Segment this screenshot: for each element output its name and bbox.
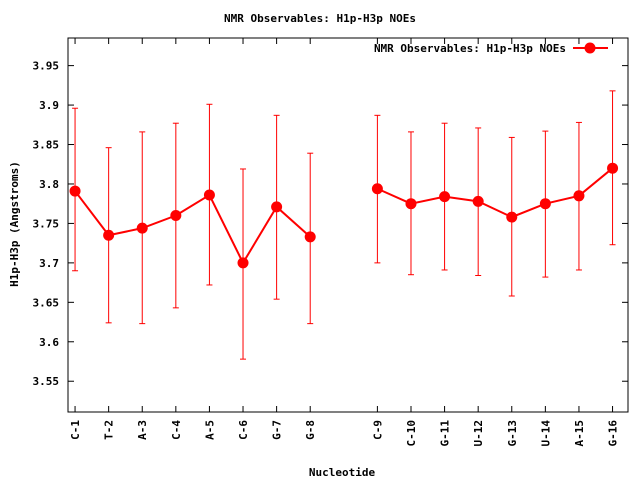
x-tick-label: A-5: [203, 420, 216, 440]
data-point: [472, 195, 484, 207]
x-tick-label: C-4: [170, 420, 183, 440]
x-tick-label: G-13: [506, 420, 519, 447]
x-tick-label: C-9: [371, 420, 384, 440]
data-point: [304, 231, 316, 243]
data-point: [405, 198, 417, 210]
chart-title: NMR Observables: H1p-H3p NOEs: [224, 12, 416, 25]
y-tick-label: 3.9: [39, 99, 59, 112]
data-point: [573, 190, 585, 202]
data-point: [69, 185, 81, 197]
y-tick-label: 3.55: [33, 375, 60, 388]
legend: NMR Observables: H1p-H3p NOEs: [374, 42, 608, 55]
x-tick-label: U-12: [472, 420, 485, 447]
legend-marker: [584, 42, 596, 54]
data-point: [439, 191, 451, 203]
x-tick-label: G-11: [439, 420, 452, 447]
data-point: [371, 183, 383, 195]
y-tick-label: 3.75: [33, 217, 60, 230]
axes: 3.55 3.6 3.65 3.7 3.75 3.8 3.85 3.9 3.95 C-1 T-2 A-…: [33, 37, 629, 447]
x-tick-label: C-1: [69, 420, 82, 440]
y-tick-label: 3.95: [33, 60, 60, 73]
y-tick-label: 3.6: [39, 336, 59, 349]
data-point: [203, 189, 215, 201]
series-line: [376, 167, 614, 219]
x-axis-label: Nucleotide: [309, 466, 376, 479]
data-point: [607, 162, 619, 174]
x-tick-label: A-3: [136, 420, 149, 440]
series-line: [74, 190, 311, 265]
data-point: [271, 201, 283, 213]
y-tick-label: 3.7: [39, 257, 59, 270]
x-tick-label: G-7: [271, 420, 284, 440]
data-point: [103, 229, 115, 241]
x-tick-label: A-15: [573, 420, 586, 447]
x-tick-label: G-8: [304, 420, 317, 440]
y-tick-label: 3.8: [39, 178, 59, 191]
data-point: [237, 257, 249, 269]
legend-label: NMR Observables: H1p-H3p NOEs: [374, 42, 566, 55]
data-point: [506, 211, 518, 223]
x-tick-label: U-14: [539, 420, 552, 447]
data-marks: [69, 90, 619, 360]
plot-frame: [67, 37, 629, 413]
y-tick-label: 3.85: [33, 139, 60, 152]
x-tick-label: T-2: [103, 420, 116, 440]
x-tick-label: C-6: [237, 420, 250, 440]
data-point: [136, 222, 148, 234]
y-axis-label: H1p-H3p (Angstroms): [8, 161, 21, 287]
x-tick-label: G-16: [607, 420, 620, 447]
x-tick-label: C-10: [405, 420, 418, 447]
data-point: [170, 210, 182, 222]
y-tick-label: 3.65: [33, 296, 60, 309]
data-point: [539, 198, 551, 210]
